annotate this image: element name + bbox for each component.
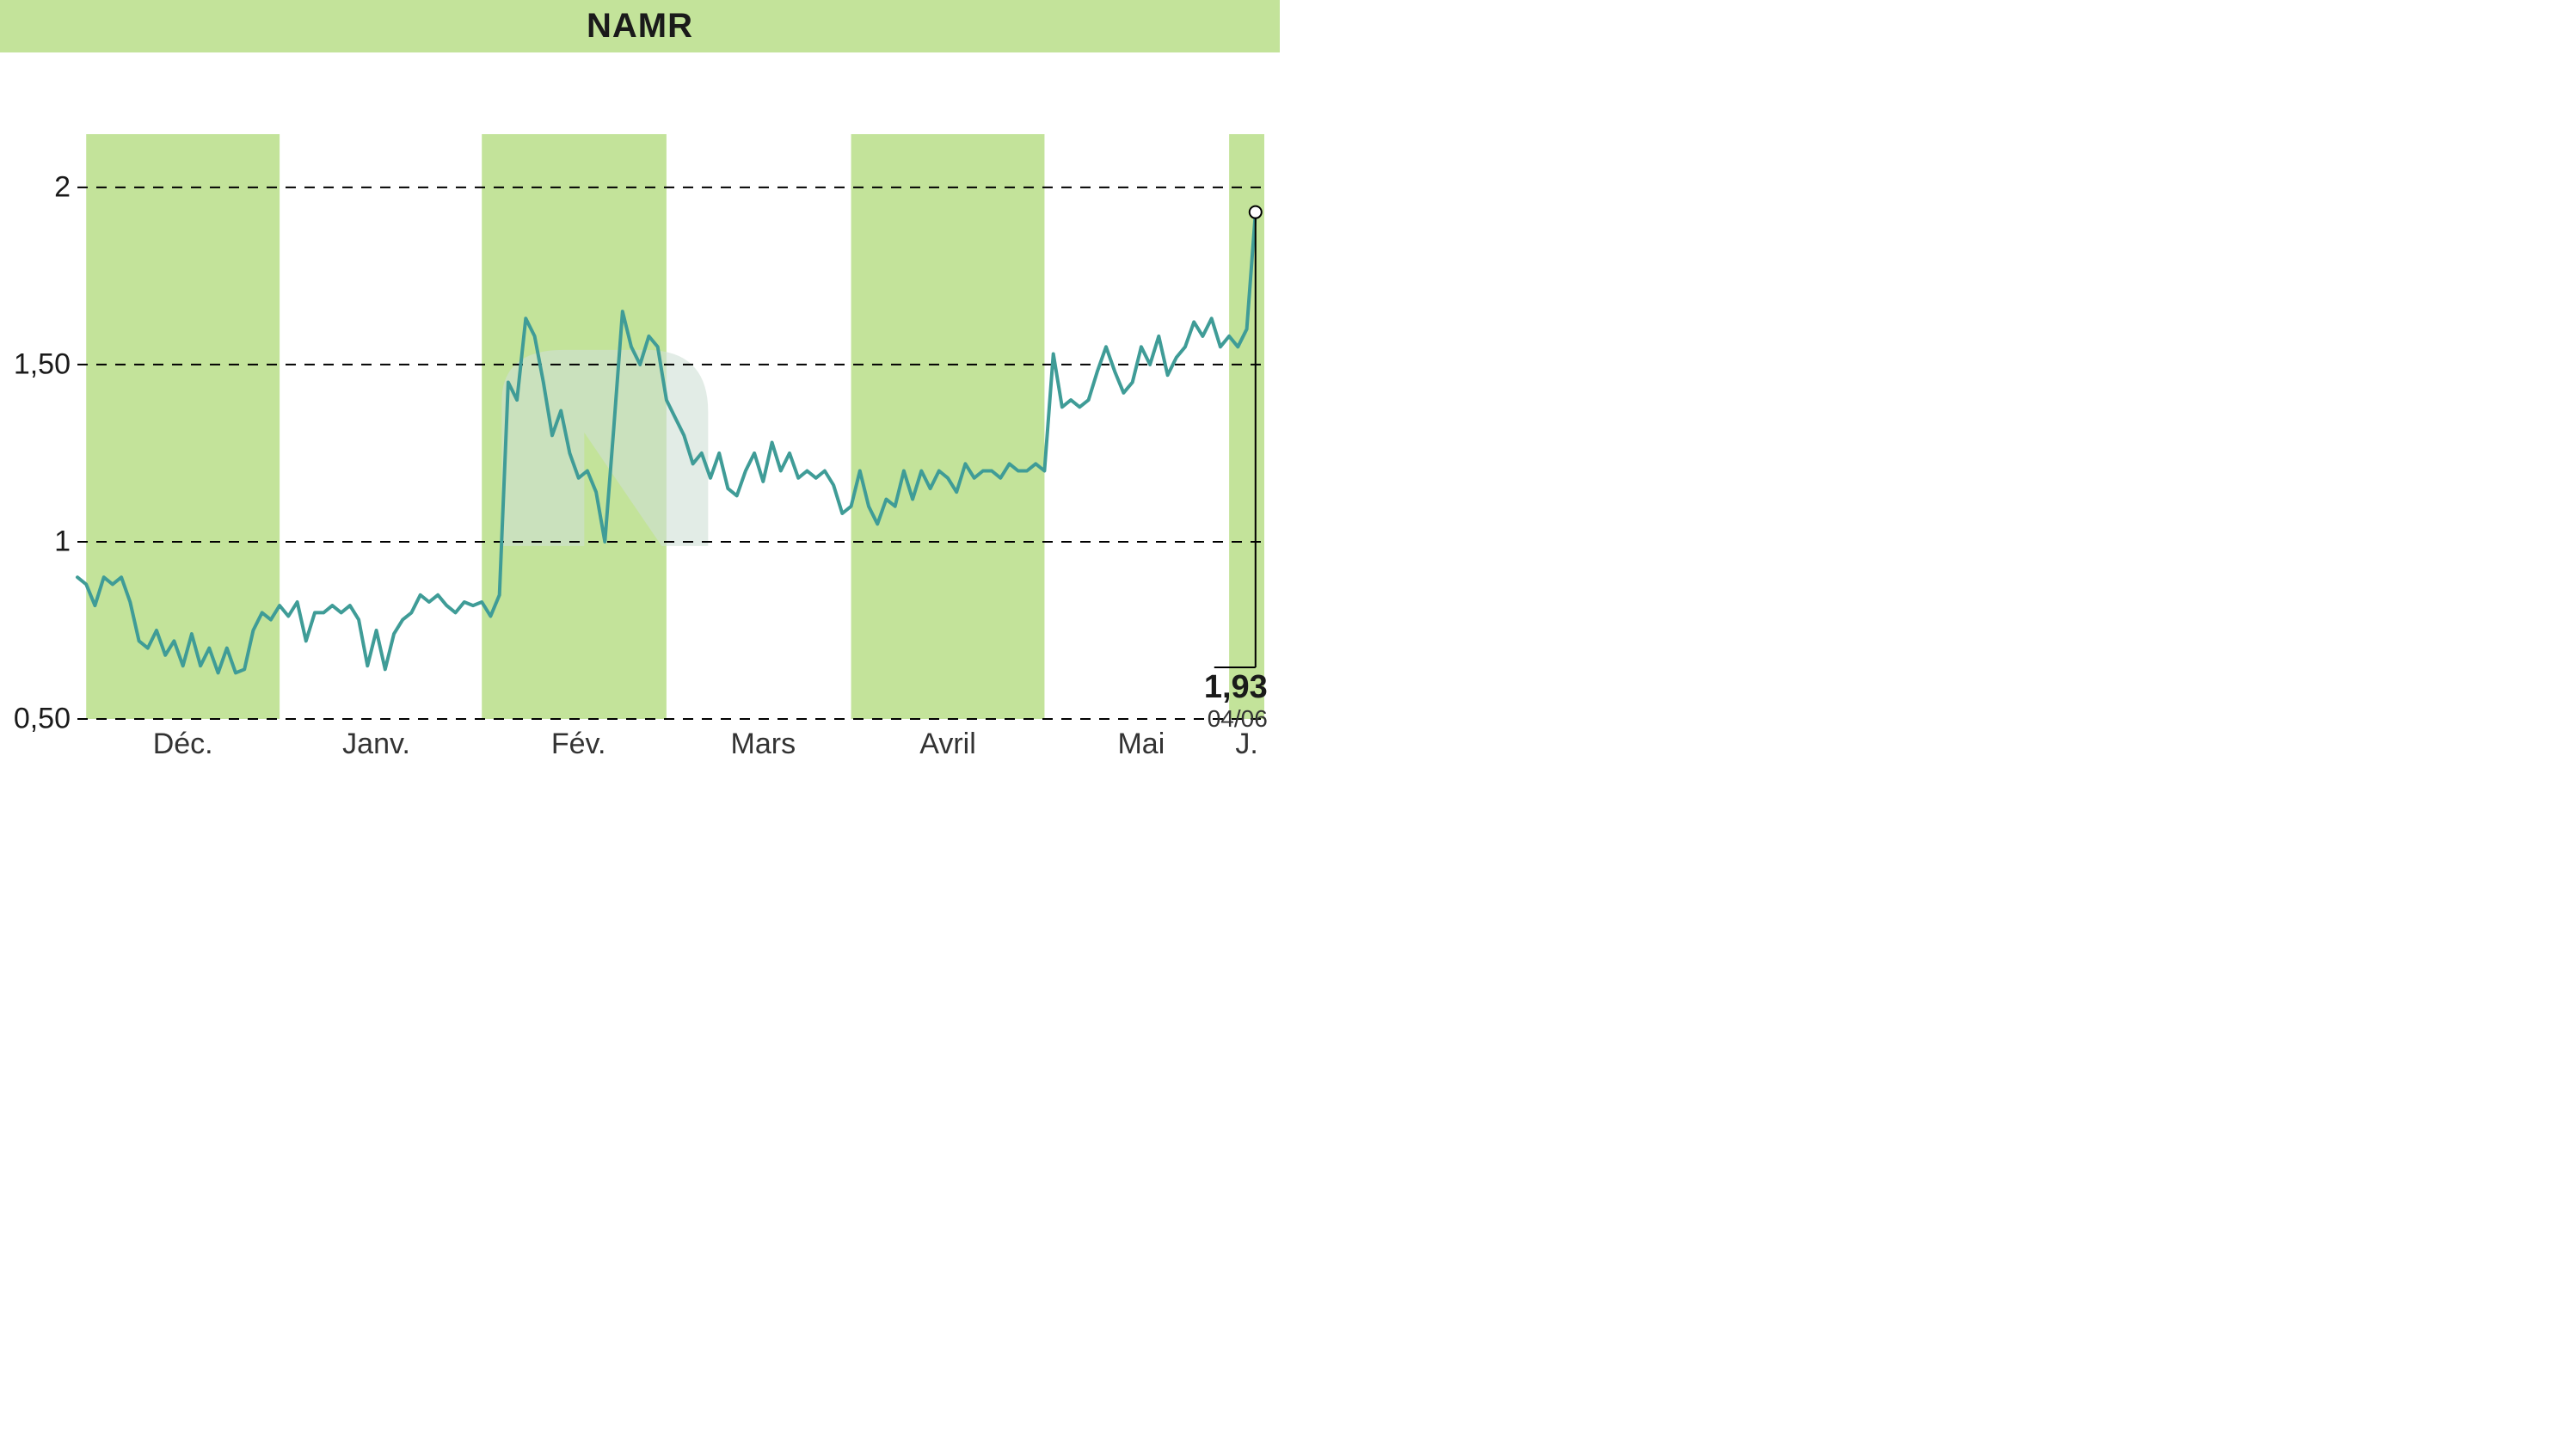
title-bar: NAMR (0, 0, 1280, 52)
x-axis-label: Mai (1117, 728, 1165, 761)
y-axis-label: 2 (54, 170, 71, 204)
chart-svg (0, 57, 1280, 771)
y-axis-label: 1 (54, 525, 71, 558)
x-axis-label: Déc. (153, 728, 213, 761)
y-axis-label: 0,50 (14, 703, 71, 736)
last-point-marker (1250, 206, 1262, 218)
month-band (1229, 134, 1264, 719)
month-band (851, 134, 1045, 719)
chart-title: NAMR (587, 7, 693, 45)
y-axis-label: 1,50 (14, 347, 71, 381)
month-band (86, 134, 280, 719)
chart-area: 0,5011,502Déc.Janv.Fév.MarsAvrilMaiJ.1,9… (0, 57, 1280, 771)
last-value-label: 1,93 (1204, 669, 1268, 706)
x-axis-label: Fév. (551, 728, 606, 761)
x-axis-label: Janv. (342, 728, 410, 761)
chart-container: NAMR 0,5011,502Déc.Janv.Fév.MarsAvrilMai… (0, 0, 1280, 728)
last-date-label: 04/06 (1208, 705, 1268, 733)
x-axis-label: Mars (731, 728, 796, 761)
x-axis-label: Avril (919, 728, 976, 761)
